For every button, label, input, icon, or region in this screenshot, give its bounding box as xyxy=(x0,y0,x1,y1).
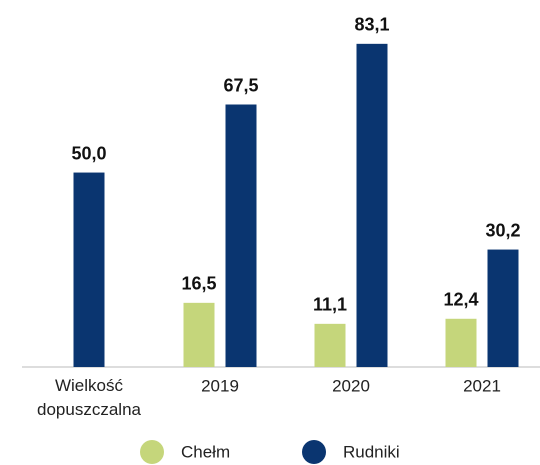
bar xyxy=(183,302,215,367)
x-tick-label: 2019 xyxy=(201,376,239,395)
legend-label: Rudniki xyxy=(343,442,400,461)
legend-swatch xyxy=(302,440,326,464)
value-label: 16,5 xyxy=(181,274,216,294)
value-label: 30,2 xyxy=(485,220,520,240)
bar xyxy=(73,172,105,367)
value-label: 12,4 xyxy=(443,290,478,310)
bar xyxy=(356,43,388,367)
legend-swatch xyxy=(140,440,164,464)
value-label: 67,5 xyxy=(223,75,258,95)
bar xyxy=(314,323,346,367)
bar xyxy=(445,318,477,367)
value-label: 50,0 xyxy=(71,143,106,163)
x-tick-label: 2020 xyxy=(332,376,370,395)
value-label: 83,1 xyxy=(354,15,389,35)
bar xyxy=(225,104,257,367)
legend-label: Chełm xyxy=(181,442,230,461)
value-label: 11,1 xyxy=(313,295,347,315)
bar xyxy=(487,249,519,367)
x-tick-label: 2021 xyxy=(463,376,501,395)
x-tick-label: Wielkość dopuszczalna xyxy=(37,376,142,419)
